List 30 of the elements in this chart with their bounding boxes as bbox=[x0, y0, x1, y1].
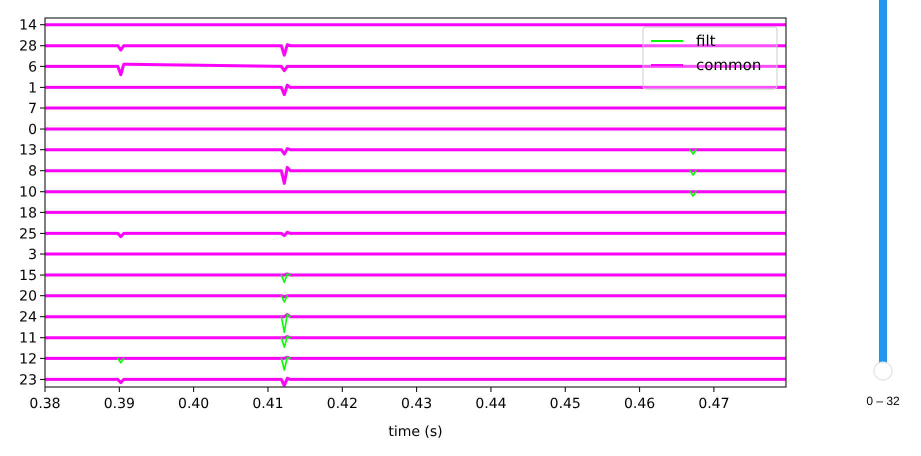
x-tick-label: 0.38 bbox=[29, 396, 61, 412]
x-tick-label: 0.46 bbox=[624, 396, 656, 412]
text: 23 bbox=[19, 372, 37, 388]
text: 12 bbox=[19, 351, 37, 368]
x-tick-label: 0.41 bbox=[252, 396, 284, 412]
text: 14 bbox=[19, 18, 38, 34]
text: 10 bbox=[19, 184, 37, 201]
text: 15 bbox=[19, 268, 37, 284]
text: 25 bbox=[19, 226, 37, 242]
text: 0 bbox=[28, 122, 37, 138]
text: 3 bbox=[28, 247, 37, 264]
text: 6 bbox=[28, 59, 38, 76]
text: 18 bbox=[19, 205, 37, 222]
text: 24 bbox=[19, 310, 38, 326]
text: 1 bbox=[28, 80, 37, 96]
x-tick-label: 0.40 bbox=[178, 396, 210, 412]
text: 20 bbox=[19, 288, 37, 305]
text: 0 – 32 bbox=[866, 394, 900, 408]
text: 8 bbox=[28, 164, 37, 180]
x-tick-label: 0.43 bbox=[401, 396, 432, 412]
x-tick-label: 0.44 bbox=[475, 396, 507, 412]
x-tick-label: 0.45 bbox=[550, 396, 581, 412]
x-axis-title: time (s) bbox=[388, 424, 443, 440]
text: 28 bbox=[19, 38, 37, 55]
text: 11 bbox=[19, 330, 37, 347]
text: 7 bbox=[28, 101, 37, 118]
x-tick-label: 0.42 bbox=[326, 396, 358, 412]
x-tick-label: 0.39 bbox=[104, 396, 135, 412]
text: 13 bbox=[19, 142, 37, 159]
x-tick-label: 0.47 bbox=[698, 396, 730, 412]
